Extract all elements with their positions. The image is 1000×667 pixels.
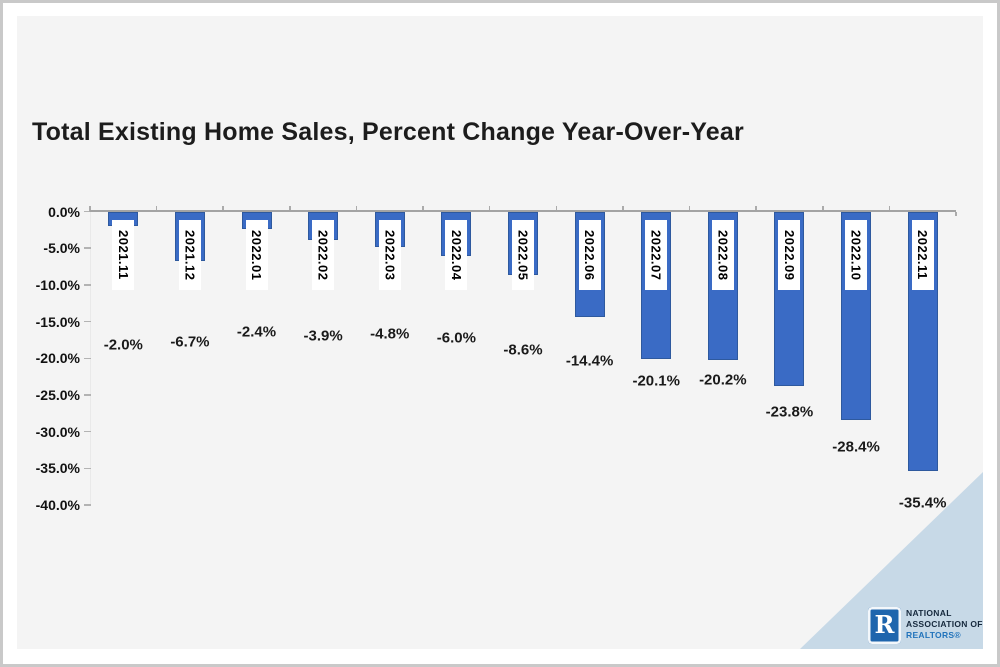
category-label-box: 2021.11 — [112, 220, 135, 290]
value-label: -20.1% — [632, 372, 680, 390]
nar-logo-letter: R — [874, 610, 895, 639]
category-label-box: 2022.05 — [511, 220, 534, 290]
category-label: 2022.06 — [582, 229, 598, 281]
category-axis-tick — [89, 206, 91, 212]
category-axis-tick — [888, 206, 891, 212]
category-axis-tick — [755, 206, 757, 212]
y-axis-tick — [84, 210, 91, 213]
y-axis-tick — [84, 504, 91, 506]
category-label-box: 2021.12 — [178, 220, 201, 290]
y-axis-label: -20.0% — [35, 350, 80, 367]
category-label: 2022.07 — [648, 229, 664, 281]
category-axis-tick — [622, 206, 624, 212]
category-label: 2022.10 — [848, 229, 864, 281]
y-axis-tick — [84, 394, 91, 396]
category-axis-tick — [289, 206, 291, 212]
nar-logo-line1: NATIONAL — [906, 608, 952, 618]
nar-logo-text: NATIONAL ASSOCIATION OF REALTORS® — [906, 607, 983, 644]
value-label: -35.4% — [898, 494, 947, 512]
y-axis-tick — [84, 357, 91, 359]
category-axis-tick — [488, 206, 491, 212]
category-label-box: 2022.10 — [845, 220, 868, 290]
y-axis-label: 0.0% — [48, 203, 80, 220]
value-label: -2.4% — [236, 323, 277, 341]
y-axis-tick — [84, 467, 91, 470]
category-label: 2022.04 — [448, 229, 464, 281]
value-label: -23.8% — [765, 403, 814, 421]
value-label: -6.7% — [170, 333, 210, 351]
category-axis-tick — [688, 206, 691, 212]
value-label: -20.2% — [699, 371, 747, 389]
category-label: 2022.09 — [781, 229, 797, 281]
category-label-box: 2022.04 — [445, 220, 468, 290]
chart-title: Total Existing Home Sales, Percent Chang… — [32, 118, 744, 146]
category-label-box: 2022.08 — [711, 220, 734, 290]
bar-chart: 0.0% -5.0% -10.0% -15.0% -20.0% -25.0% -30.0% -… — [17, 16, 983, 649]
value-label: -8.6% — [503, 341, 543, 359]
category-label-box: 2022.07 — [645, 220, 668, 290]
slide: Total Existing Home Sales, Percent Chang… — [17, 16, 983, 649]
y-axis-tick — [84, 247, 91, 249]
category-label-box: 2022.06 — [578, 220, 601, 290]
nar-logo-line2: ASSOCIATION OF — [906, 619, 983, 629]
category-axis-tick — [155, 206, 158, 212]
category-axis-tick — [355, 206, 358, 212]
category-label-box: 2022.02 — [312, 220, 335, 290]
y-axis-label: -25.0% — [35, 386, 80, 403]
category-label-box: 2022.09 — [778, 220, 801, 290]
category-label-box: 2022.11 — [911, 220, 934, 290]
category-label: 2022.05 — [515, 229, 531, 281]
category-label-box: 2022.03 — [378, 220, 401, 290]
category-label: 2022.02 — [315, 229, 331, 281]
category-label: 2021.11 — [115, 230, 131, 280]
y-axis-tick — [84, 284, 91, 286]
y-axis-label: -15.0% — [35, 313, 80, 330]
category-axis-tick — [422, 206, 424, 212]
y-axis-tick — [84, 320, 91, 323]
category-axis-tick — [555, 206, 558, 212]
y-axis-label: -40.0% — [35, 497, 80, 514]
nar-logo-line3: REALTORS® — [906, 630, 961, 640]
value-label: -14.4% — [565, 352, 614, 370]
category-label: 2022.08 — [715, 229, 731, 281]
value-label: -6.0% — [436, 329, 476, 347]
category-axis-line — [90, 210, 956, 212]
category-label: 2021.12 — [182, 229, 198, 281]
value-label: -28.4% — [832, 438, 880, 456]
y-axis-tick — [84, 430, 91, 433]
category-label-box: 2022.01 — [245, 220, 268, 290]
category-label: 2022.11 — [915, 230, 931, 280]
y-axis-label: -30.0% — [35, 423, 80, 440]
value-label: -2.0% — [103, 336, 143, 354]
category-axis-tick — [822, 206, 824, 212]
category-axis-tick — [222, 206, 224, 212]
y-axis-label: -5.0% — [43, 240, 80, 257]
category-label: 2022.01 — [249, 229, 265, 281]
category-axis-tick — [955, 211, 957, 216]
y-axis-label: -10.0% — [35, 276, 80, 293]
value-label: -3.9% — [303, 327, 343, 345]
nar-logo: R NATIONAL ASSOCIATION OF REALTORS® — [868, 607, 983, 644]
nar-logo-mark-icon: R — [868, 607, 901, 644]
category-label: 2022.03 — [382, 229, 398, 281]
y-axis-label: -35.0% — [35, 460, 80, 477]
value-label: -4.8% — [370, 325, 410, 343]
